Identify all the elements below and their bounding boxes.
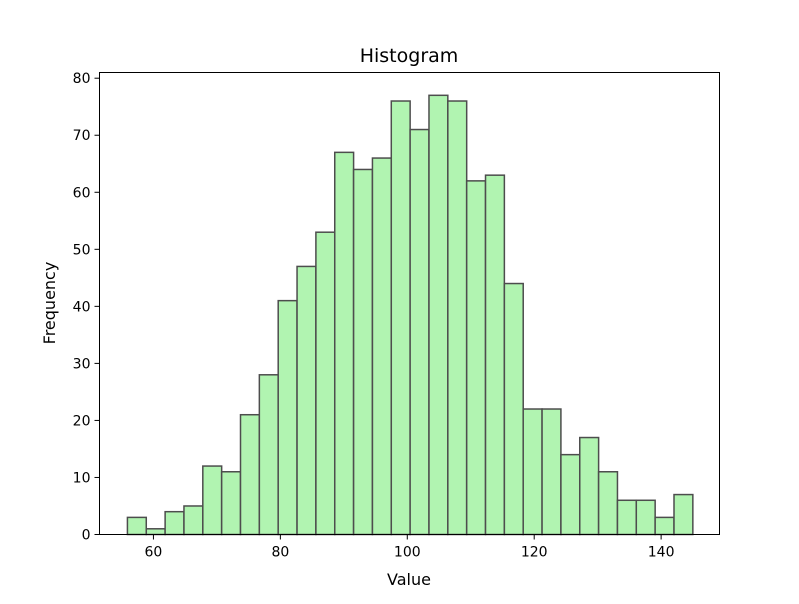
histogram-bar — [126, 516, 148, 536]
plot-frame — [99, 72, 720, 535]
histogram-bar — [409, 128, 430, 536]
histogram-bar — [635, 499, 656, 536]
chart-title: Histogram — [360, 45, 459, 67]
y-tick-label: 10 — [73, 470, 91, 486]
histogram-bar — [597, 471, 619, 536]
histogram-bar — [371, 157, 393, 536]
histogram-bar — [258, 374, 279, 536]
histogram-bar — [447, 100, 468, 536]
histogram-bar — [390, 100, 411, 536]
histogram-bar — [541, 408, 562, 536]
histogram-bar — [673, 493, 694, 536]
y-tick-label: 40 — [73, 299, 91, 315]
y-axis-label: Frequency — [40, 262, 59, 345]
histogram-bar — [315, 231, 336, 536]
histogram-bar — [428, 94, 449, 536]
histogram-bar — [296, 265, 317, 536]
histogram-bar — [145, 528, 166, 536]
histogram-bar — [503, 282, 524, 536]
x-tick-label: 100 — [394, 545, 421, 561]
y-tick-label: 60 — [73, 185, 91, 201]
x-tick-label: 140 — [648, 545, 675, 561]
histogram-bar — [183, 505, 204, 536]
histogram-bar — [616, 499, 638, 536]
histogram-bar — [164, 510, 185, 536]
y-tick-label: 30 — [73, 356, 91, 372]
histogram-bar — [465, 180, 487, 536]
x-tick-label: 120 — [521, 545, 548, 561]
y-tick-label: 50 — [73, 242, 91, 258]
histogram-bar — [579, 436, 600, 536]
histogram-bar — [202, 465, 223, 536]
histogram-bar — [333, 151, 355, 536]
histogram-bar — [654, 516, 675, 536]
histogram-bar — [277, 299, 298, 536]
x-tick-label: 80 — [271, 545, 289, 561]
histogram-bar — [239, 413, 261, 536]
histogram-bar — [522, 408, 543, 536]
y-tick-label: 0 — [82, 528, 91, 544]
y-tick-label: 20 — [73, 413, 91, 429]
histogram-bar — [220, 471, 242, 536]
histogram-bar — [352, 168, 374, 536]
histogram-bar — [560, 453, 581, 536]
y-tick-label: 80 — [73, 71, 91, 87]
x-axis-label: Value — [387, 570, 431, 589]
y-tick-label: 70 — [73, 128, 91, 144]
x-tick-label: 60 — [145, 545, 163, 561]
histogram-bar — [484, 174, 506, 536]
